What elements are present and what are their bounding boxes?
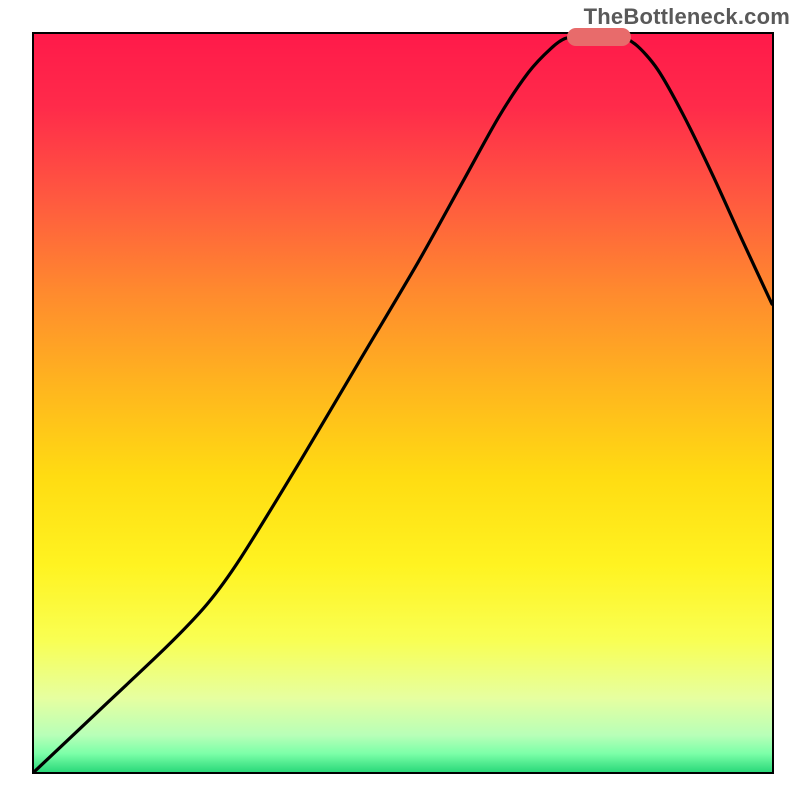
attribution-label: TheBottleneck.com — [584, 4, 790, 30]
plot-frame — [32, 32, 774, 774]
optimum-marker — [567, 28, 631, 46]
chart-canvas: { "attribution": "TheBottleneck.com", "f… — [0, 0, 800, 800]
curve-layer — [34, 34, 772, 772]
bottleneck-curve — [34, 36, 772, 772]
